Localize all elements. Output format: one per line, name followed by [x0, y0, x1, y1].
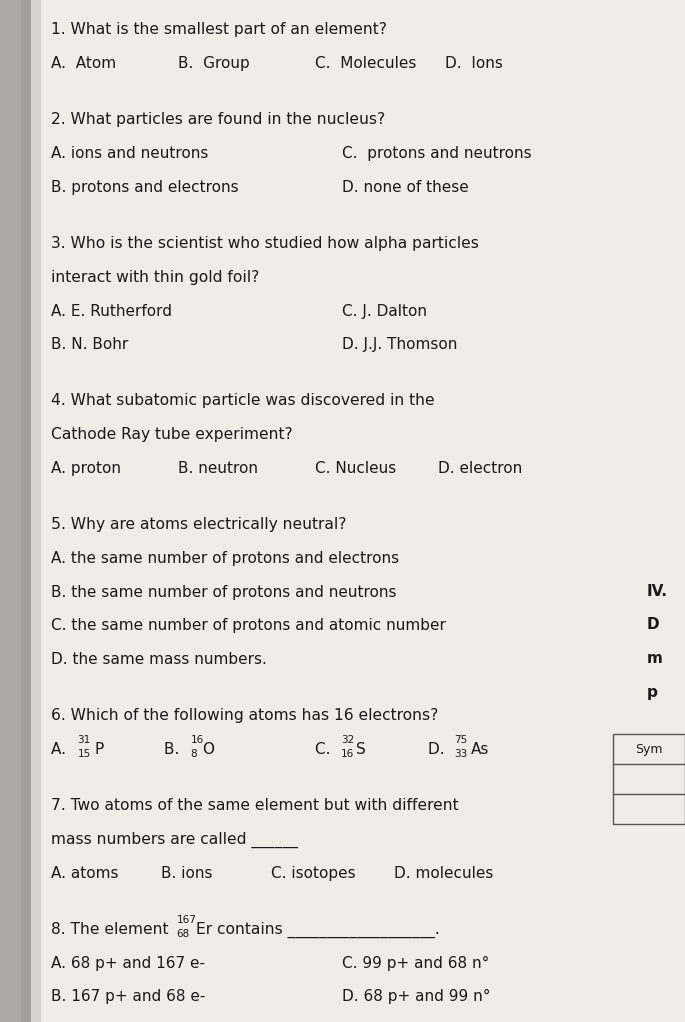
Text: 8. The element: 8. The element [51, 922, 174, 937]
Bar [613, 734, 685, 824]
Text: P: P [95, 742, 104, 757]
Text: D. the same mass numbers.: D. the same mass numbers. [51, 652, 267, 667]
Text: 32: 32 [341, 735, 354, 745]
Text: C.  protons and neutrons: C. protons and neutrons [342, 146, 532, 161]
Text: C. J. Dalton: C. J. Dalton [342, 304, 427, 319]
Text: C.: C. [315, 742, 336, 757]
Text: A. the same number of protons and electrons: A. the same number of protons and electr… [51, 551, 399, 566]
Bar [21, 0, 41, 1022]
Text: 16: 16 [190, 735, 203, 745]
Text: 15: 15 [77, 749, 90, 759]
Text: As: As [471, 742, 489, 757]
Text: D. J.J. Thomson: D. J.J. Thomson [342, 337, 458, 353]
Text: Er contains ___________________.: Er contains ___________________. [196, 922, 440, 938]
Text: B.  Group: B. Group [178, 56, 250, 72]
Text: 5. Why are atoms electrically neutral?: 5. Why are atoms electrically neutral? [51, 517, 347, 532]
Text: B. the same number of protons and neutrons: B. the same number of protons and neutro… [51, 585, 397, 600]
Text: 7. Two atoms of the same element but with different: 7. Two atoms of the same element but wit… [51, 798, 459, 814]
Text: A. ions and neutrons: A. ions and neutrons [51, 146, 209, 161]
Text: C. 99 p+ and 68 n°: C. 99 p+ and 68 n° [342, 956, 490, 971]
Text: D. none of these: D. none of these [342, 180, 469, 195]
Bar [0, 0, 31, 1022]
Text: D.  Ions: D. Ions [445, 56, 503, 72]
Text: C. the same number of protons and atomic number: C. the same number of protons and atomic… [51, 618, 446, 634]
Text: A. proton: A. proton [51, 461, 121, 476]
Text: m: m [647, 651, 662, 666]
Text: O: O [202, 742, 214, 757]
Text: B.: B. [164, 742, 185, 757]
Text: A. atoms: A. atoms [51, 866, 119, 881]
Text: Sym: Sym [635, 743, 663, 755]
Text: p: p [647, 685, 658, 700]
Text: A. 68 p+ and 167 e-: A. 68 p+ and 167 e- [51, 956, 205, 971]
Text: A. E. Rutherford: A. E. Rutherford [51, 304, 173, 319]
Text: B. neutron: B. neutron [178, 461, 258, 476]
Text: A.  Atom: A. Atom [51, 56, 116, 72]
Text: 6. Which of the following atoms has 16 electrons?: 6. Which of the following atoms has 16 e… [51, 708, 439, 724]
Text: 8: 8 [190, 749, 197, 759]
Text: C.  Molecules: C. Molecules [315, 56, 416, 72]
Text: interact with thin gold foil?: interact with thin gold foil? [51, 270, 260, 285]
Text: 1. What is the smallest part of an element?: 1. What is the smallest part of an eleme… [51, 22, 388, 38]
Text: S: S [356, 742, 366, 757]
Text: B. 167 p+ and 68 e-: B. 167 p+ and 68 e- [51, 989, 205, 1005]
Text: 4. What subatomic particle was discovered in the: 4. What subatomic particle was discovere… [51, 393, 435, 409]
Text: IV.: IV. [647, 584, 668, 599]
Text: D.: D. [428, 742, 449, 757]
Text: mass numbers are called ______: mass numbers are called ______ [51, 832, 298, 848]
Text: D: D [647, 617, 659, 633]
Text: 33: 33 [454, 749, 467, 759]
Text: B. ions: B. ions [161, 866, 212, 881]
Text: 75: 75 [454, 735, 467, 745]
Text: 2. What particles are found in the nucleus?: 2. What particles are found in the nucle… [51, 112, 386, 128]
Text: 167: 167 [177, 915, 197, 925]
Text: A.: A. [51, 742, 71, 757]
Text: 3. Who is the scientist who studied how alpha particles: 3. Who is the scientist who studied how … [51, 236, 480, 251]
Text: B. protons and electrons: B. protons and electrons [51, 180, 239, 195]
Text: C. isotopes: C. isotopes [271, 866, 356, 881]
Text: 16: 16 [341, 749, 354, 759]
Text: D. molecules: D. molecules [394, 866, 493, 881]
Text: B. N. Bohr: B. N. Bohr [51, 337, 129, 353]
Text: 68: 68 [177, 929, 190, 939]
Text: D. 68 p+ and 99 n°: D. 68 p+ and 99 n° [342, 989, 491, 1005]
Text: 31: 31 [77, 735, 90, 745]
Text: D. electron: D. electron [438, 461, 523, 476]
Text: Cathode Ray tube experiment?: Cathode Ray tube experiment? [51, 427, 293, 443]
Text: C. Nucleus: C. Nucleus [315, 461, 397, 476]
